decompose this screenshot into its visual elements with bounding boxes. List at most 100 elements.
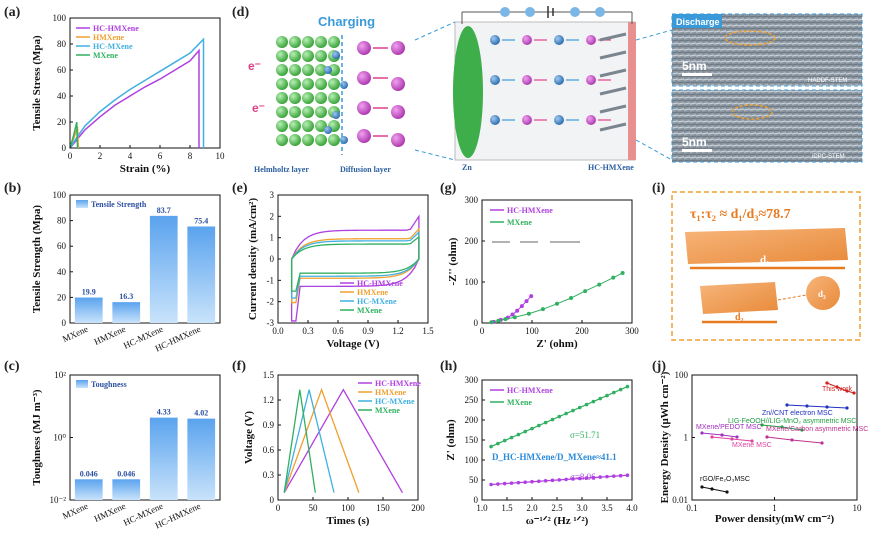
adsorbed-ion [340,136,348,144]
chart-g: 0 100 200 300 0 100 200 300 -Z'' (ohm) Z' (ohm) HC… [447,195,639,350]
legend-entry-f: HMXene [375,388,407,397]
zn-atom [302,36,314,48]
data-point-MXene [496,441,500,446]
ragone-series-0 [826,382,855,394]
zn-atom [289,36,301,48]
x-tick-label-h: 3.0 [576,503,588,513]
zn-atom [315,120,327,132]
zn-atom [276,106,288,118]
x-axis-title-a: Strain (%) [120,163,171,175]
sulfate-ion [391,133,405,147]
x-tick-label-h: 3.5 [601,503,613,513]
diffusion-label: Diffusion layer [340,165,391,174]
chart-e: 0.0 0.3 0.6 0.9 1.2 1.5 -3 -2 -1 0 1 2 3 Current dens… [247,190,434,350]
zoom-line-right-top [635,29,673,41]
hc-hmxene-device-label: HC-HMXene [588,163,634,172]
layer-sheet-d2 [700,282,778,314]
legend-entry-f: HC-MXene [375,397,415,406]
x-tick-label-g: 300 [625,326,639,336]
legend-entry-g: MXene [507,218,532,227]
ragone-point-5 [710,435,714,439]
panel-label-h: (h) [440,359,457,374]
plot-frame-a [69,17,221,149]
scale-bar-2 [682,149,712,152]
y-tick-label-a: 40 [57,91,67,101]
zn-atom [276,50,288,62]
mxene-layer [599,50,627,60]
annotation-diffusion-ratio: D_HC-HMXene/D_MXene≈41.1 [492,452,617,462]
ragone-label-4: MXene/Carbon asymmetric MSC [766,426,868,433]
nyquist-point-MXene [489,320,494,325]
x-tick-label-a: 2 [98,151,103,161]
series-line-HC-HMXene [69,48,200,149]
y-tick-label-g: 100 [465,277,479,287]
mxene-layer [599,68,627,78]
gcd-curve-MXene [283,389,316,493]
electron-label-2: e⁻ [252,101,265,115]
y-axis-title-e: Current density (mA/cm²) [247,198,259,321]
layer-sheet-d1 [685,228,848,264]
y-axis-title-a: Tensile Stress (Mpa) [31,35,43,131]
ragone-point-6 [700,485,704,489]
sulfate-ion [391,41,405,55]
pore-pointer [777,294,807,301]
x-tick-label-h: 2.5 [551,503,563,513]
data-point-HC-HMXene [496,482,500,486]
mxene-layer [599,32,627,42]
scale-bar-label-1: 5nm [682,59,707,73]
y-tick-label-h: 50 [469,475,479,485]
bar-MXene [74,297,103,323]
mxene-layer [599,86,627,96]
ragone-point-3 [735,435,739,439]
ragone-point-3 [720,433,724,437]
bar-HC-MXene [149,417,178,500]
cv-loop-MXene [290,235,420,292]
nyquist-point-MXene [496,318,501,323]
x-axis-title-f: Times (s) [327,515,370,527]
ragone-label-2: LIG-FeOOH//LIG-MnO₂ asymmetric MSC [728,418,856,425]
ragone-point-3 [700,431,704,435]
x-tick-label-e: 0.0 [272,326,284,336]
x-tick-label-a: 4 [128,151,133,161]
haddf-label: HADDF-STEM [808,78,847,84]
y-tick-label-f: 0 [270,495,275,505]
ragone-point-6 [725,490,729,494]
data-point-HC-HMXene [625,473,630,478]
electrolyte-ion [490,115,500,125]
electrolyte-ion [554,115,564,125]
ragone-label-5: MXene MSC [732,442,772,449]
y-tick-label-f: 0.9 [263,420,275,430]
cv-loop-HC-HMXene [290,214,420,322]
x-axis-title-h: ω⁻¹ᐟ² (Hz ¹ᐟ²) [526,515,589,527]
zn-atom [276,134,288,146]
ragone-series-3 [701,432,738,438]
x-tick-label-e: 0.6 [332,326,344,336]
idpc-label: iDPC-STEM [812,154,845,160]
adsorbed-ion [324,126,332,134]
sulfate-ion [391,77,405,91]
zn-atom [289,50,301,62]
ragone-point-4 [790,438,794,442]
sulfate-ion [357,101,371,115]
electrolyte-ion [586,35,596,45]
ragone-series-1 [786,404,848,409]
zn-atom [315,64,327,76]
nyquist-point-HC-HMXene [519,304,524,309]
data-point-MXene [509,435,514,440]
nyquist-point-HC-HMXene [524,299,529,304]
data-point-MXene [523,429,527,434]
zn-electrode [453,26,483,158]
helmholtz-label: Helmholtz layer [254,165,309,174]
x-tick-label-e: 1.5 [422,326,434,336]
nyquist-point-MXene [583,289,588,294]
data-point-HC-HMXene [543,479,548,483]
ragone-point-1 [845,406,849,410]
x-tick-label-f: 150 [376,503,390,513]
data-point-HC-HMXene [618,473,623,478]
y-tick-label-g: 0 [474,318,479,328]
chart-f: 0 50 100 150 200 0 0.3 0.6 0.9 1.2 1.5 Voltage (V) T… [243,370,425,527]
x-axis-title-e: Voltage (V) [326,338,379,350]
zn-atom [289,120,301,132]
y-axis-title-g: -Z'' (ohm) [447,237,459,285]
nyquist-point-MXene [555,301,559,306]
